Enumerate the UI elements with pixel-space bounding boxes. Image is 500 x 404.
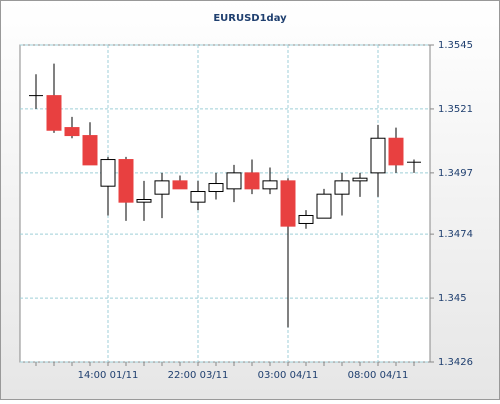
candle-body bbox=[262, 180, 278, 190]
candle-body bbox=[100, 159, 116, 187]
y-tick-label: 1.345 bbox=[438, 293, 467, 304]
candle-body bbox=[190, 191, 206, 203]
candle-body bbox=[82, 135, 98, 166]
y-tick-label: 1.3545 bbox=[438, 40, 473, 51]
candle-body bbox=[154, 180, 170, 195]
candle-body bbox=[352, 177, 368, 182]
candle-body bbox=[118, 159, 134, 203]
candle-body bbox=[172, 180, 188, 190]
candle-body bbox=[226, 172, 242, 190]
x-tick-label: 22:00 03/11 bbox=[168, 370, 229, 381]
candle-body bbox=[316, 193, 332, 219]
candle-body bbox=[298, 214, 314, 224]
y-tick-label: 1.3474 bbox=[438, 229, 473, 240]
x-tick-label: 03:00 04/11 bbox=[258, 370, 319, 381]
candle-body bbox=[280, 180, 296, 227]
candle-body bbox=[370, 137, 386, 174]
y-tick-label: 1.3521 bbox=[438, 104, 473, 115]
candle-body bbox=[208, 183, 224, 193]
y-tick-label: 1.3497 bbox=[438, 168, 473, 179]
x-tick-label: 08:00 04/11 bbox=[348, 370, 409, 381]
candle-body bbox=[388, 137, 404, 166]
candle-body bbox=[334, 180, 350, 195]
candle-body bbox=[244, 172, 260, 190]
candle-body bbox=[64, 127, 80, 137]
candle-body bbox=[46, 95, 62, 131]
chart-title: EURUSD1day bbox=[213, 13, 287, 24]
x-tick-label: 14:00 01/11 bbox=[78, 370, 139, 381]
y-tick-label: 1.3426 bbox=[438, 357, 473, 368]
plot-area bbox=[19, 44, 431, 363]
candle-body bbox=[136, 199, 152, 203]
